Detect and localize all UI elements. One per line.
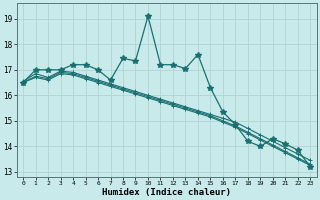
X-axis label: Humidex (Indice chaleur): Humidex (Indice chaleur) [102,188,231,197]
